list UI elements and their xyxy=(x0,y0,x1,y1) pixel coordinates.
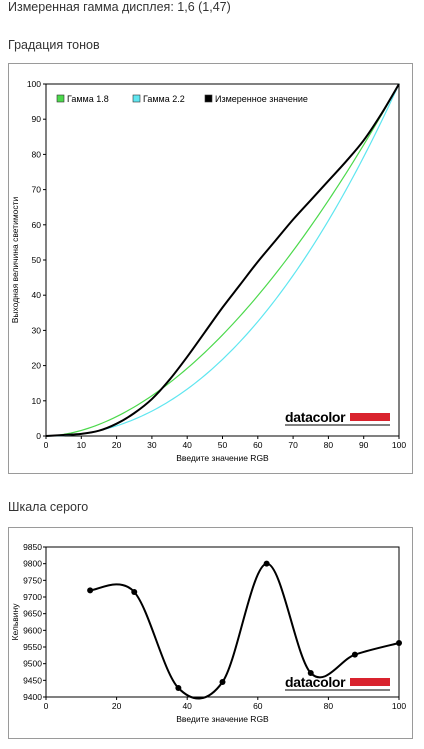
x-tick-label: 80 xyxy=(324,440,334,450)
plot-area-frame xyxy=(45,546,400,698)
y-axis-title: Выходная величина светимости xyxy=(10,196,20,323)
x-tick-label: 40 xyxy=(182,440,192,450)
x-axis-title: Введите значение RGB xyxy=(176,714,269,724)
series-line-2 xyxy=(45,83,400,437)
datacolor-logo-bar xyxy=(350,678,390,686)
y-tick-label: 70 xyxy=(32,185,42,195)
data-point xyxy=(263,560,270,567)
tone-gradation-chart: 0 10 20 30 40 50 60 70 80 90 100 0 10 20 30 40 50 60 70 80 9… xyxy=(10,79,406,463)
y-tick-label: 20 xyxy=(32,361,42,371)
y-tick-label: 9850 xyxy=(23,542,42,552)
x-tick-label: 50 xyxy=(218,440,228,450)
datacolor-logo-text: datacolor xyxy=(285,674,346,690)
legend-label: Гамма 1.8 xyxy=(67,94,109,104)
datacolor-logo-text: datacolor xyxy=(285,409,346,425)
tone-gradation-heading: Градация тонов xyxy=(8,38,100,52)
data-point xyxy=(175,685,182,691)
legend: Гамма 1.8 Гамма 2.2 Измеренное значение xyxy=(56,94,308,104)
x-tick-label: 0 xyxy=(44,701,49,711)
legend-label: Гамма 2.2 xyxy=(143,94,185,104)
grayscale-chart-panel: 0 20 40 60 80 100 9400 9450 9500 9550 9600 9650 9700… xyxy=(8,527,413,739)
data-point xyxy=(87,587,94,594)
y-tick-label: 80 xyxy=(32,149,42,159)
x-axis-title: Введите значение RGB xyxy=(176,453,269,463)
x-tick-label: 60 xyxy=(253,701,263,711)
x-tick-label: 0 xyxy=(44,440,49,450)
y-tick-label: 100 xyxy=(27,79,41,89)
x-tick-label: 40 xyxy=(182,701,192,711)
x-tick-label: 10 xyxy=(77,440,87,450)
y-tick-label: 50 xyxy=(32,255,42,265)
data-point xyxy=(307,670,314,676)
data-point xyxy=(351,651,358,658)
y-tick-label: 9650 xyxy=(23,609,42,619)
legend-label: Измеренное значение xyxy=(215,94,308,104)
grayscale-heading: Шкала серого xyxy=(8,500,89,514)
data-point xyxy=(219,679,226,685)
x-tick-label: 70 xyxy=(288,440,298,450)
y-tick-label: 60 xyxy=(32,220,42,230)
plot-area-frame xyxy=(45,83,400,437)
grayscale-chart: 0 20 40 60 80 100 9400 9450 9500 9550 9600 9650 9700… xyxy=(10,542,406,724)
series-line-kelvin xyxy=(89,562,400,700)
y-tick-label: 9800 xyxy=(23,559,42,569)
y-tick-label: 9500 xyxy=(23,659,42,669)
x-tick-label: 20 xyxy=(112,440,122,450)
legend-swatch xyxy=(56,94,65,103)
y-tick-label: 9550 xyxy=(23,642,42,652)
x-tick-label: 100 xyxy=(392,701,406,711)
y-tick-label: 30 xyxy=(32,325,42,335)
series-line-3 xyxy=(45,83,400,437)
y-tick-label: 9600 xyxy=(23,625,42,635)
x-tick-label: 60 xyxy=(253,440,263,450)
datacolor-logo-bar xyxy=(350,413,390,421)
x-tick-label: 90 xyxy=(359,440,369,450)
y-axis-title: Кельвину xyxy=(10,603,20,641)
tone-gradation-chart-panel: 0 10 20 30 40 50 60 70 80 90 100 0 10 20 30 40 50 60 70 80 9… xyxy=(8,63,413,474)
y-tick-label: 10 xyxy=(32,396,42,406)
y-tick-label: 9400 xyxy=(23,692,42,702)
y-tick-label: 9450 xyxy=(23,675,42,685)
datacolor-logo: datacolor xyxy=(285,674,390,691)
series-line-1 xyxy=(45,83,400,437)
data-point xyxy=(131,589,138,595)
y-tick-label: 9700 xyxy=(23,592,42,602)
y-tick-label: 9750 xyxy=(23,575,42,585)
legend-swatch xyxy=(132,94,141,103)
y-tick-label: 0 xyxy=(36,431,41,441)
x-tick-label: 100 xyxy=(392,440,406,450)
legend-swatch xyxy=(204,94,213,103)
data-point xyxy=(396,640,402,646)
y-tick-label: 90 xyxy=(32,114,42,124)
datacolor-logo: datacolor xyxy=(285,409,390,426)
measured-gamma-text: Измеренная гамма дисплея: 1,6 (1,47) xyxy=(8,0,231,14)
x-tick-label: 20 xyxy=(112,701,122,711)
x-tick-label: 80 xyxy=(324,701,334,711)
x-tick-label: 30 xyxy=(147,440,157,450)
y-tick-label: 40 xyxy=(32,290,42,300)
